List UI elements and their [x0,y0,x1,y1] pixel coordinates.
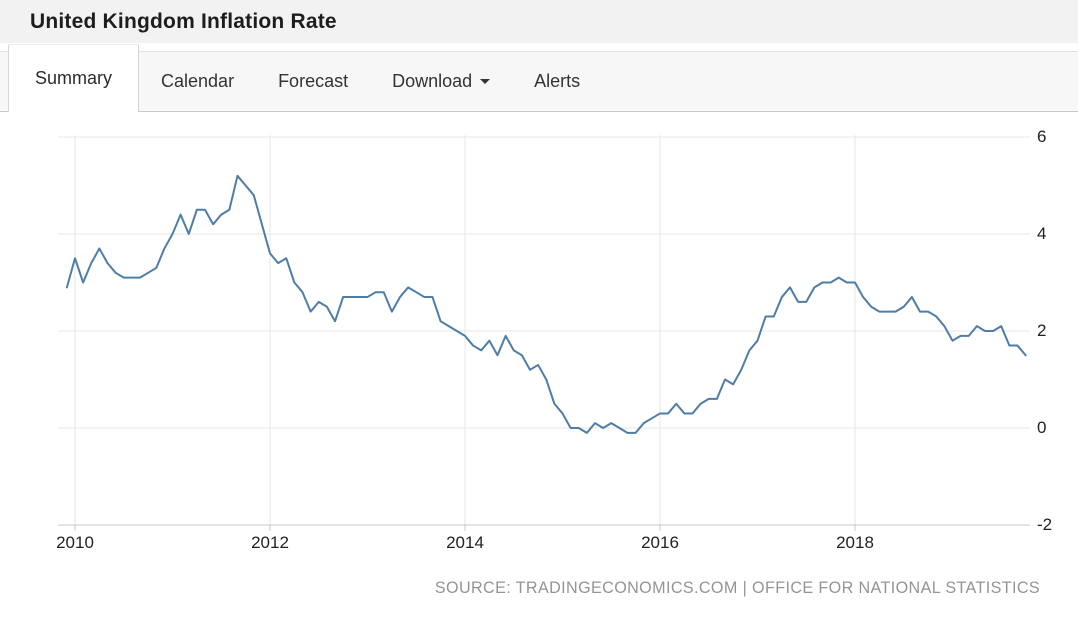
tab-summary[interactable]: Summary [8,44,140,112]
y-axis-label: 6 [1037,127,1047,146]
y-axis-label: -2 [1037,515,1053,534]
inflation-line-chart[interactable]: SOURCE: TRADINGECONOMICS.COM | OFFICE FO… [0,112,1078,617]
tab-bar: Summary Calendar Forecast Download Alert… [0,44,1078,112]
x-axis-label: 2016 [641,533,679,552]
line-chart-svg [58,135,1030,531]
x-axis-label: 2018 [836,533,874,552]
tab-alerts[interactable]: Alerts [512,52,602,111]
x-axis-label: 2010 [56,533,94,552]
source-attribution: SOURCE: TRADINGECONOMICS.COM | OFFICE FO… [434,578,1040,597]
y-axis-label: 0 [1037,418,1047,437]
tab-alerts-label: Alerts [534,71,581,91]
page-title: United Kingdom Inflation Rate [30,9,337,33]
inflation-series-line [65,174,1027,434]
tab-calendar-label: Calendar [161,71,235,91]
x-axis-label: 2014 [446,533,484,552]
title-bar: United Kingdom Inflation Rate [0,0,1078,43]
tab-calendar[interactable]: Calendar [139,52,256,111]
y-axis-label: 2 [1037,321,1047,340]
tab-forecast-label: Forecast [278,71,349,91]
caret-down-icon [480,79,491,84]
tab-download[interactable]: Download [370,52,512,111]
x-axis-label: 2012 [251,533,289,552]
y-axis-label: 4 [1037,224,1047,243]
tab-forecast[interactable]: Forecast [256,52,370,111]
tab-download-label: Download [392,71,473,91]
tab-summary-label: Summary [35,68,113,88]
